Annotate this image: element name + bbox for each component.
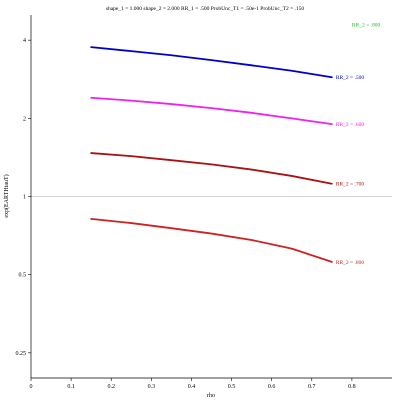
series-labels-group: RR_2 = .500 RR_2 = .600 RR_2 = .700 RR_2 = … [336, 22, 381, 265]
y-tick-label-3: 2 [23, 116, 26, 122]
x-tick-label-8: 0.8 [348, 384, 356, 390]
x-tick-label-4: 0.4 [188, 384, 196, 390]
x-tick-label-3: 0.3 [148, 384, 156, 390]
x-ticks-group: 0 0.1 0.2 0.3 0.4 0.5 0.6 0.7 0.8 [30, 378, 356, 390]
series-label-1: RR_2 = .600 [336, 122, 365, 128]
x-tick-label-0: 0 [30, 384, 33, 390]
series-line-1 [90, 96, 333, 126]
series-label-2: RR_2 = .700 [336, 182, 365, 188]
series-line-0 [90, 46, 333, 79]
y-ticks-group: 0.25 0.5 1 2 4 [16, 38, 31, 357]
x-tick-label-6: 0.6 [268, 384, 276, 390]
series-line-3 [90, 217, 333, 263]
extra-label-0: RR_2 = .800 [352, 22, 381, 28]
y-tick-label-0: 0.25 [16, 351, 27, 357]
y-tick-label-2: 1 [23, 195, 26, 201]
x-tick-label-2: 0.2 [107, 384, 115, 390]
y-tick-label-1: 0.5 [19, 273, 27, 279]
series-label-0: RR_2 = .500 [336, 75, 365, 81]
series-label-3: RR_2 = .800 [336, 260, 365, 266]
y-tick-label-4: 4 [23, 38, 26, 44]
y-axis-title: exp(EARTHtauT) [3, 174, 10, 217]
series-group [90, 46, 333, 263]
x-axis-title: rho [207, 393, 215, 399]
x-tick-label-7: 0.7 [308, 384, 316, 390]
x-tick-label-5: 0.5 [228, 384, 236, 390]
series-line-2 [90, 152, 333, 185]
chart-title: shape_1 = 1.000 shape_2 = 2.000 RR_1 = .… [106, 6, 305, 12]
x-tick-label-1: 0.1 [67, 384, 75, 390]
